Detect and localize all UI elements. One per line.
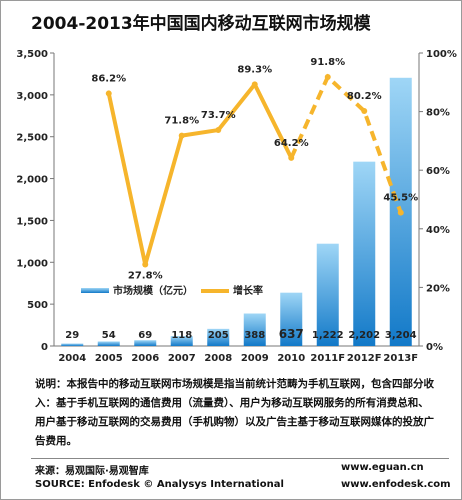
bar-value-label: 69 [138, 330, 152, 341]
chart-canvas: 0 500 1,000 1,500 2,000 2,500 3,000 3,500 0% 20% 4… [16, 49, 457, 364]
bar [243, 313, 266, 346]
growth-line-actual [106, 82, 294, 267]
bar-value-label: 1,222 [312, 330, 344, 341]
growth-line-series [105, 73, 404, 268]
x-tick-label: 2006 [131, 353, 159, 364]
y-right-tick-label: 80% [426, 108, 450, 119]
y-left-tick-label: 1,500 [16, 216, 48, 227]
growth-value-label: 80.2% [347, 91, 382, 102]
y-left-tick-label: 1,000 [16, 258, 48, 269]
bar-value-label: 205 [208, 330, 229, 341]
growth-value-labels: 86.2% 27.8% 71.8%73.7% 89.3% 64.2% 91.8% 80.2%… [91, 57, 418, 282]
growth-point [397, 209, 404, 216]
legend: 市场规模（亿元） 增长率 [81, 284, 263, 297]
bar-value-label: 637 [279, 327, 304, 341]
y-left-tick-label: 3,000 [16, 91, 48, 102]
website-eguan: www.eguan.cn [341, 462, 424, 473]
y-right-tick-label: 40% [426, 225, 450, 236]
y-left-tick-label: 2,500 [16, 133, 48, 144]
x-tick-label: 2013F [383, 353, 418, 364]
bar-value-label: 388 [244, 330, 265, 341]
growth-point [215, 127, 222, 134]
chart-note: 说明：本报告中的移动互联网市场规模是指当前统计范畴为手机互联网，包含四部分收入：… [35, 378, 434, 447]
growth-point [324, 74, 331, 81]
source-en: SOURCE: Enfodesk © Analysys Internationa… [35, 479, 284, 490]
y-right-tick-label: 100% [426, 49, 457, 60]
y-left-tick-label: 0 [41, 342, 48, 353]
y-right-tick-label: 60% [426, 166, 450, 177]
x-tick-label: 2004 [58, 353, 86, 364]
bar [97, 341, 120, 346]
bar [316, 243, 339, 346]
growth-value-label: 91.8% [310, 57, 345, 68]
x-tick-label: 2010 [277, 353, 305, 364]
bar-value-labels: 29 54 69 118 205 388 637 1,222 2,202 3,204 [65, 327, 416, 341]
growth-point [288, 154, 295, 161]
chart-title: 2004-2013年中国国内移动互联网市场规模 [31, 14, 371, 34]
bar-value-label: 3,204 [385, 330, 417, 341]
growth-value-label: 73.7% [201, 110, 236, 121]
bar [280, 292, 303, 346]
growth-point [361, 108, 368, 115]
bar-value-label: 118 [171, 330, 192, 341]
growth-point [142, 261, 149, 268]
growth-point [178, 132, 185, 139]
bar [61, 343, 84, 346]
x-tick-label: 2008 [204, 353, 232, 364]
growth-point [251, 81, 258, 88]
x-tick-label: 2005 [95, 353, 123, 364]
growth-value-label: 89.3% [237, 64, 272, 75]
x-tick-labels: 2004 2005 2006 2007 2008 2009 2010 2011F 2012F 20… [58, 353, 418, 364]
bar-value-label: 2,202 [348, 330, 380, 341]
x-tick-label: 2012F [347, 353, 382, 364]
legend-label-growth: 增长率 [233, 284, 263, 297]
growth-point [105, 90, 112, 97]
website-enfodesk: www.enfodesk.com [341, 479, 451, 490]
y-right-tick-label: 0% [426, 342, 443, 353]
y-left-tick-label: 2,000 [16, 175, 48, 186]
bar-value-label: 29 [65, 330, 79, 341]
x-tick-label: 2011F [310, 353, 345, 364]
growth-line-forecast [289, 73, 403, 214]
growth-value-label: 45.5% [383, 193, 418, 204]
growth-value-label: 64.2% [274, 138, 309, 149]
bar [353, 161, 376, 346]
bar [170, 336, 193, 346]
y-left-tick-label: 500 [27, 300, 48, 311]
x-tick-label: 2009 [241, 353, 269, 364]
footer-divider [31, 458, 449, 459]
growth-value-label: 27.8% [128, 271, 163, 282]
growth-value-label: 86.2% [91, 73, 126, 84]
source-cn: 来源：易观国际·易观智库 [35, 466, 149, 477]
y-left-tick-label: 3,500 [16, 49, 48, 60]
bar-value-label: 54 [102, 330, 116, 341]
bar [134, 340, 157, 346]
bar [207, 328, 230, 346]
growth-value-label: 71.8% [164, 116, 199, 127]
y-right-tick-label: 20% [426, 283, 450, 294]
x-tick-label: 2007 [168, 353, 196, 364]
legend-swatch-market [81, 288, 109, 293]
legend-label-market: 市场规模（亿元） [113, 284, 193, 297]
